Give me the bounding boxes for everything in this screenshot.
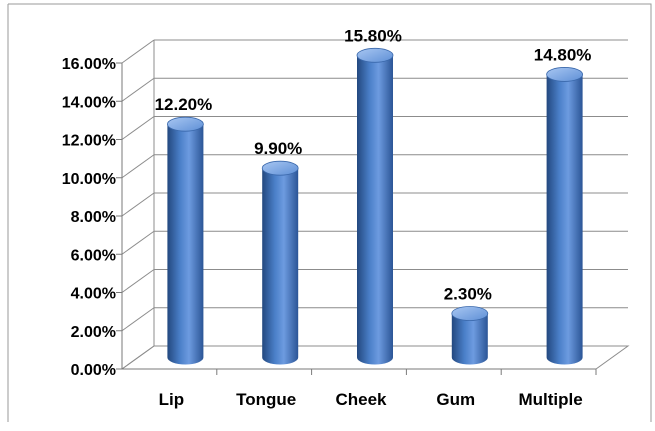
bar-top: [261, 160, 299, 176]
bar-lip: [166, 116, 204, 365]
side-gridline: [121, 154, 155, 179]
bar-body: [357, 55, 393, 365]
bar-body: [262, 168, 299, 365]
side-gridline: [121, 307, 155, 332]
y-tick-label: 14.00%: [62, 94, 116, 111]
data-label: 9.90%: [254, 139, 302, 158]
bar-body: [451, 313, 488, 365]
bar-top: [356, 47, 394, 63]
side-gridline: [121, 230, 155, 255]
y-tick-label: 6.00%: [71, 247, 116, 264]
x-tick-label: Cheek: [335, 390, 387, 409]
bar-top: [546, 67, 583, 82]
y-tick-label: 16.00%: [62, 56, 116, 73]
y-tick-label: 2.00%: [71, 324, 116, 341]
bar-top: [451, 306, 489, 321]
data-label: 14.80%: [534, 45, 592, 64]
x-tick-label: Tongue: [236, 390, 296, 409]
y-tick-label: 12.00%: [62, 133, 116, 150]
data-label: 2.30%: [444, 285, 492, 304]
bar-gum: [451, 306, 489, 365]
bar-tongue: [261, 160, 299, 365]
bar-multiple: [546, 67, 583, 365]
y-tick-label: 8.00%: [71, 209, 116, 226]
side-gridline: [121, 77, 155, 102]
side-gridline: [121, 39, 155, 64]
x-tick-label: Gum: [436, 390, 475, 409]
data-label: 12.20%: [155, 95, 213, 114]
data-label: 15.80%: [344, 26, 402, 45]
bar-top: [166, 116, 204, 132]
y-tick-label: 0.00%: [71, 362, 116, 379]
bar-body: [546, 74, 583, 365]
bar-cheek: [356, 47, 394, 365]
side-gridline: [121, 269, 155, 293]
y-tick-label: 4.00%: [71, 286, 116, 303]
x-tick-label: Multiple: [518, 390, 582, 409]
x-tick-label: Lip: [159, 390, 185, 409]
side-gridline: [121, 116, 155, 140]
chart-border: [8, 3, 652, 422]
bar-body: [167, 124, 204, 365]
side-gridline: [121, 192, 155, 217]
y-tick-label: 10.00%: [62, 171, 116, 188]
